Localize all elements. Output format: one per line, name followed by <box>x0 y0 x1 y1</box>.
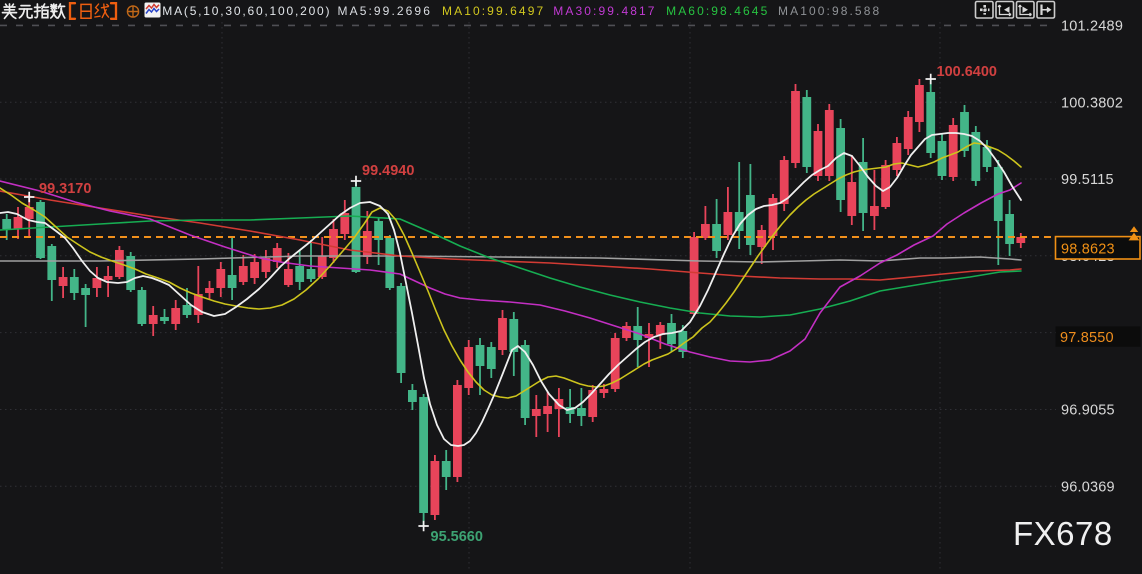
svg-text:96.0369: 96.0369 <box>1061 479 1115 495</box>
svg-text:97.8550: 97.8550 <box>1060 330 1114 346</box>
svg-text:FX678: FX678 <box>1013 515 1113 552</box>
svg-text:99.5115: 99.5115 <box>1061 172 1114 188</box>
svg-text:95.5660: 95.5660 <box>431 529 483 545</box>
svg-text:MA100:98.588: MA100:98.588 <box>778 4 881 18</box>
svg-text:100.6400: 100.6400 <box>937 64 997 80</box>
svg-text:MA30:99.4817: MA30:99.4817 <box>553 4 656 18</box>
svg-text:101.2489: 101.2489 <box>1061 19 1123 35</box>
svg-text:96.9055: 96.9055 <box>1061 403 1115 419</box>
svg-text:98.8623: 98.8623 <box>1061 241 1115 257</box>
svg-text:MA10:99.6497: MA10:99.6497 <box>442 4 545 18</box>
svg-text:100.3802: 100.3802 <box>1061 95 1123 111</box>
svg-text:MA60:98.4645: MA60:98.4645 <box>666 4 769 18</box>
svg-text:99.4940: 99.4940 <box>362 163 414 179</box>
svg-text:99.3170: 99.3170 <box>39 181 91 197</box>
svg-text:MA(5,10,30,60,100,200): MA(5,10,30,60,100,200) <box>162 4 331 18</box>
svg-text:MA5:99.2696: MA5:99.2696 <box>338 4 433 18</box>
